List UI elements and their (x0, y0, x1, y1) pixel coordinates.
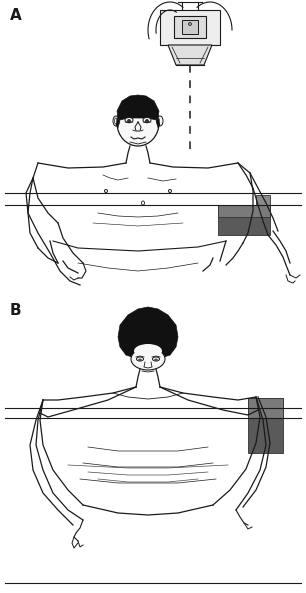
Ellipse shape (145, 119, 149, 123)
Ellipse shape (113, 116, 119, 126)
Ellipse shape (136, 357, 144, 361)
Bar (160, 10, 220, 45)
Bar (248, 398, 283, 453)
Polygon shape (168, 45, 212, 65)
Ellipse shape (134, 344, 162, 358)
Bar (174, 16, 206, 38)
Ellipse shape (131, 348, 165, 370)
Polygon shape (116, 118, 120, 128)
Polygon shape (118, 307, 178, 360)
Ellipse shape (152, 357, 159, 361)
Bar (218, 205, 270, 217)
Bar (182, 20, 198, 34)
Polygon shape (117, 95, 159, 120)
Ellipse shape (125, 117, 133, 123)
Ellipse shape (154, 359, 158, 362)
Polygon shape (156, 118, 160, 128)
Bar (218, 205, 270, 235)
Ellipse shape (157, 116, 163, 126)
Ellipse shape (188, 23, 192, 25)
Ellipse shape (127, 119, 131, 123)
Bar (248, 398, 283, 418)
Ellipse shape (138, 359, 142, 362)
Text: B: B (10, 303, 22, 318)
Text: A: A (10, 8, 22, 23)
Bar (256, 195, 270, 205)
Ellipse shape (117, 100, 159, 146)
Ellipse shape (143, 117, 151, 123)
